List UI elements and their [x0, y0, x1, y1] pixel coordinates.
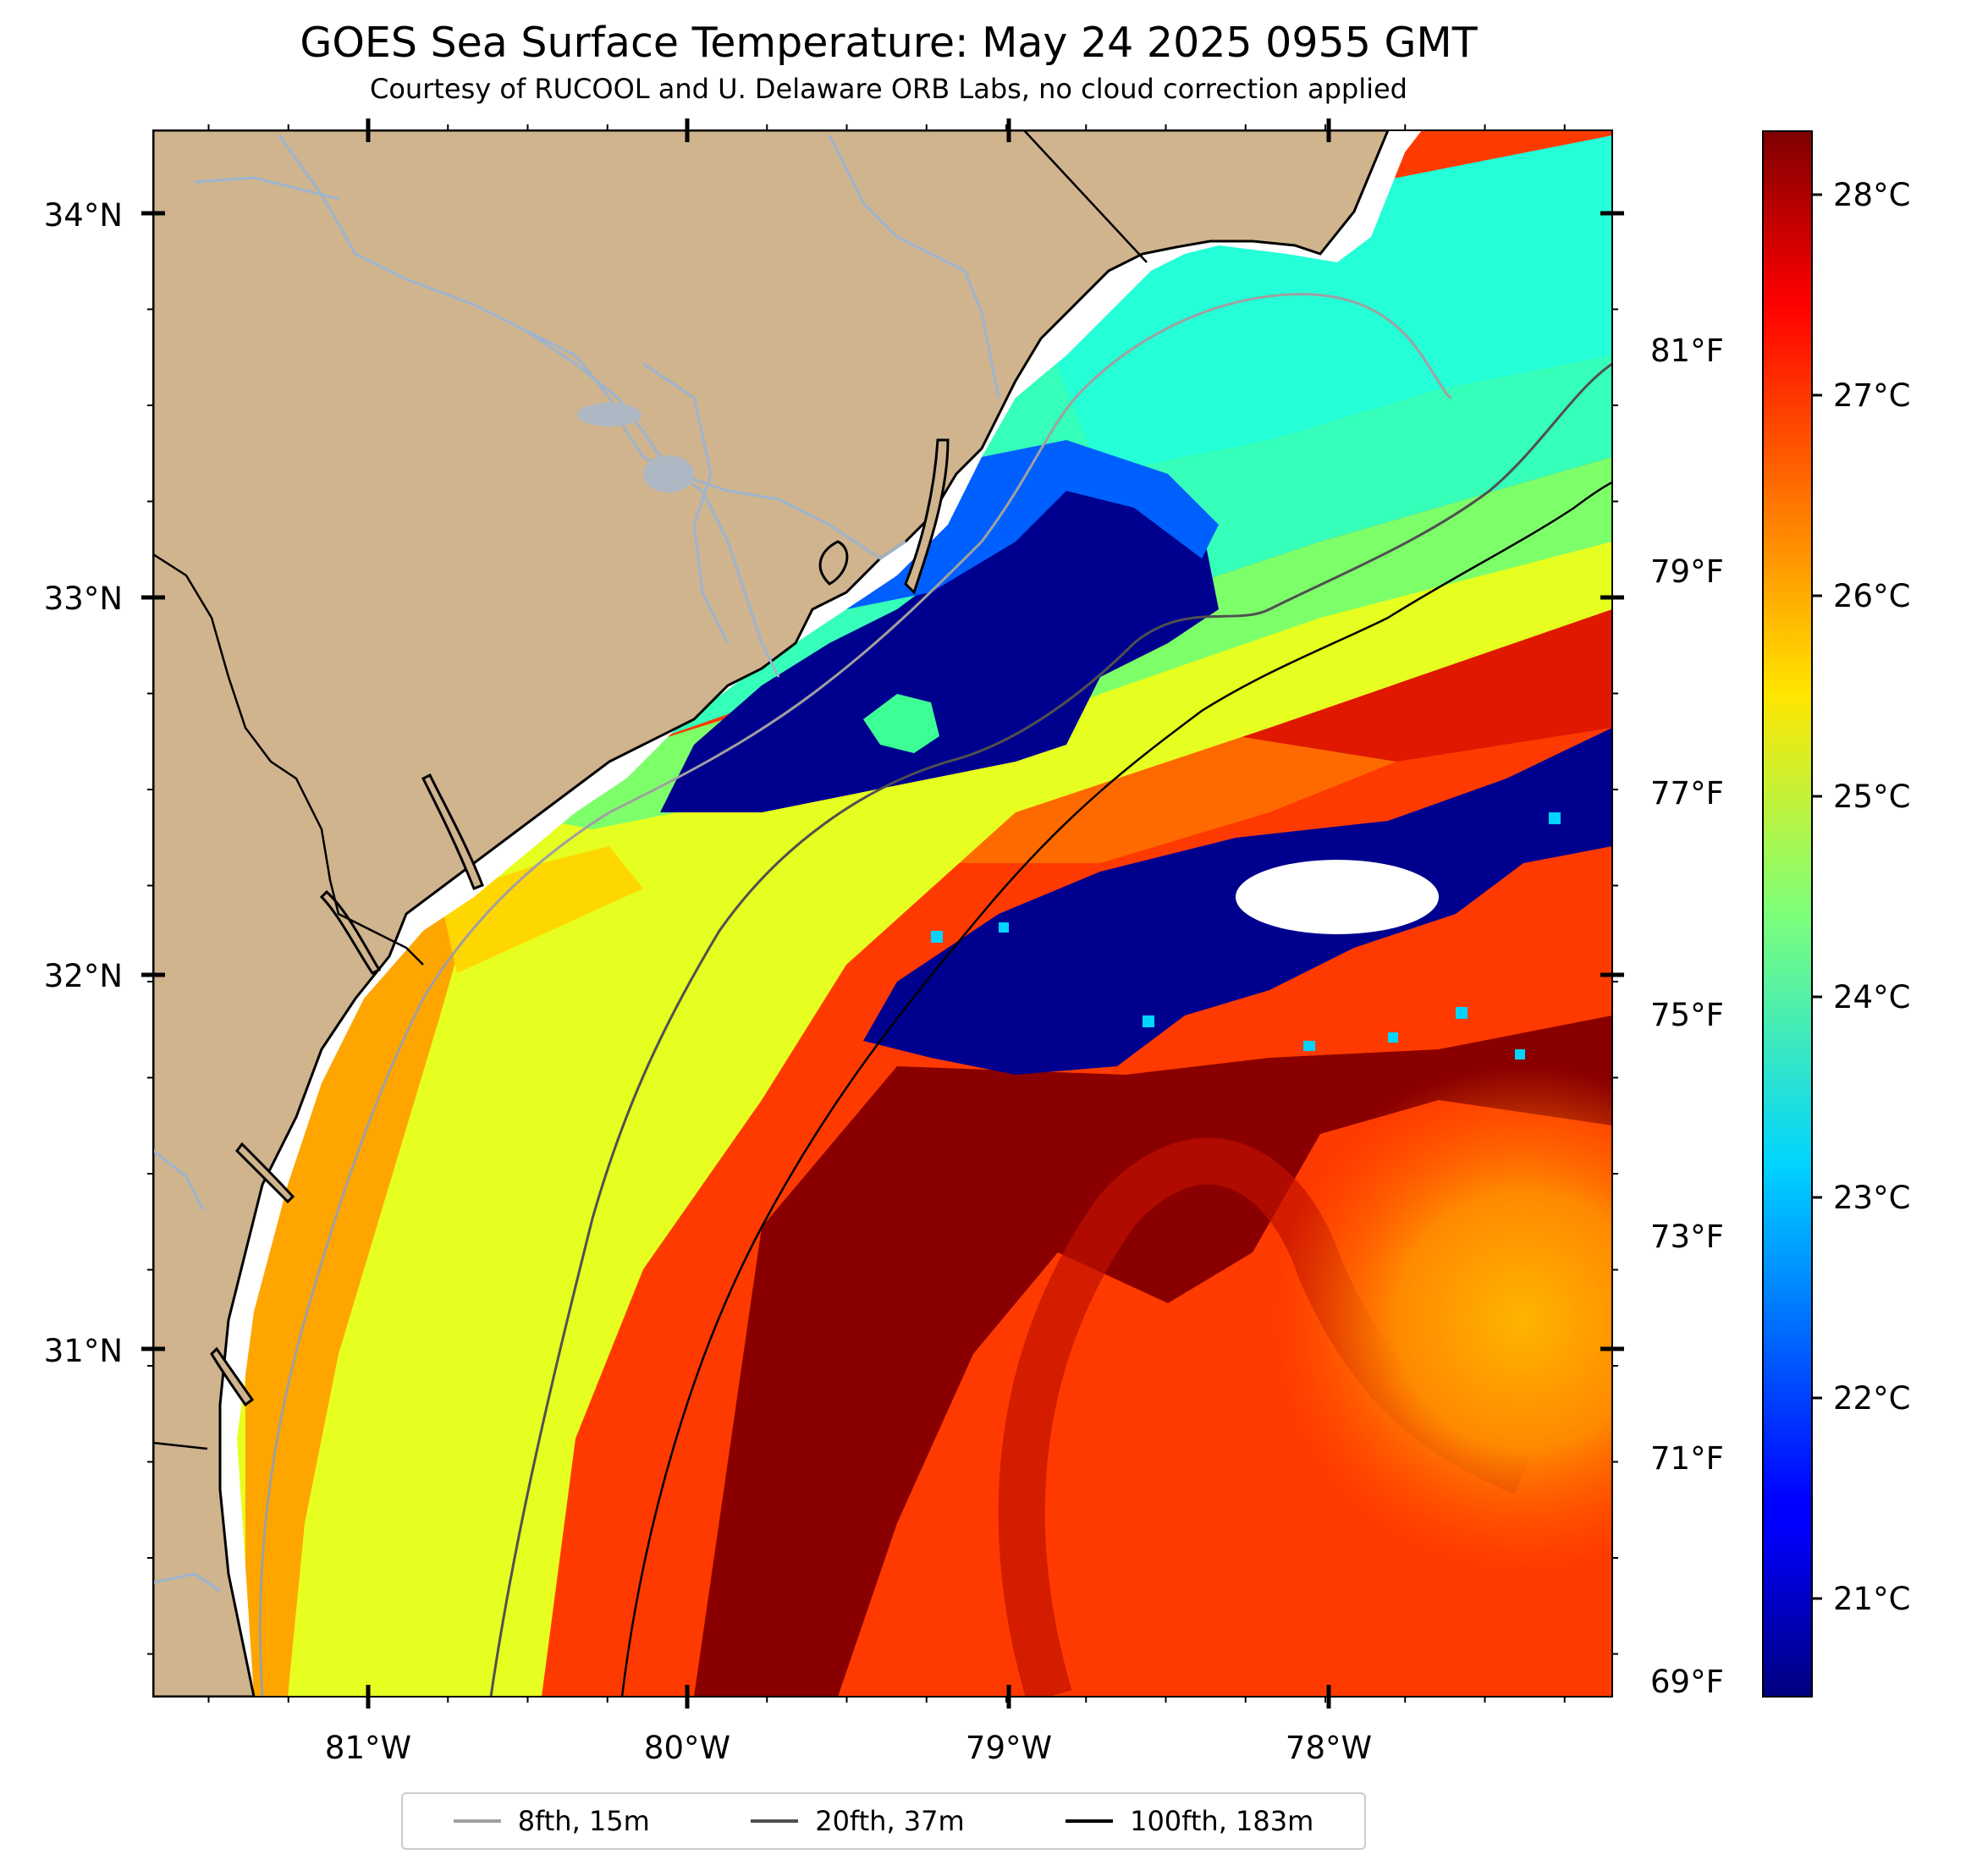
isobath-legend: 8fth, 15m 20fth, 37m 100fth, 183m	[401, 1792, 1366, 1850]
gulf-stream-core	[694, 1015, 1612, 1697]
map-plot-area	[153, 130, 1612, 1697]
chart-subtitle: Courtesy of RUCOOL and U. Delaware ORB L…	[370, 73, 1407, 105]
legend-label-8fth: 8fth, 15m	[517, 1805, 650, 1837]
lon-tick-label-81w: 81°W	[325, 1730, 411, 1766]
fahrenheit-label-73: 73°F	[1650, 1219, 1724, 1255]
upwelling-blue-fringe	[846, 440, 1219, 609]
fahrenheit-label-75: 75°F	[1650, 997, 1724, 1033]
lon-tick-label-80w: 80°W	[644, 1730, 730, 1766]
legend-item-100fth: 100fth, 183m	[1066, 1805, 1313, 1837]
celsius-label-28: 28°C	[1833, 177, 1910, 213]
legend-item-20fth: 20fth, 37m	[751, 1805, 965, 1837]
legend-item-8fth: 8fth, 15m	[453, 1805, 650, 1837]
fahrenheit-label-69: 69°F	[1650, 1664, 1724, 1700]
lat-tick-label-34n: 34°N	[44, 197, 123, 234]
legend-swatch-20fth	[751, 1819, 799, 1823]
legend-swatch-100fth	[1066, 1819, 1114, 1823]
celsius-label-27: 27°C	[1833, 377, 1910, 414]
isobath-100fth	[620, 481, 1612, 1697]
upwelling-cold-core	[660, 474, 1219, 812]
fahrenheit-label-77: 77°F	[1650, 775, 1724, 812]
fahrenheit-label-79: 79°F	[1650, 553, 1724, 590]
axis-minor-ticks	[147, 124, 1618, 1703]
lat-tick-label-32n: 32°N	[44, 958, 123, 994]
chart-title: GOES Sea Surface Temperature: May 24 202…	[300, 19, 1478, 67]
cool-shelf-aqua	[1016, 135, 1612, 474]
legend-swatch-8fth	[453, 1819, 501, 1823]
celsius-label-26: 26°C	[1833, 578, 1910, 614]
state-borders	[153, 130, 1148, 1450]
celsius-label-21: 21°C	[1833, 1581, 1910, 1617]
celsius-label-24: 24°C	[1833, 979, 1910, 1015]
isobath-20fth	[489, 362, 1612, 1697]
fahrenheit-label-81: 81°F	[1650, 333, 1724, 369]
legend-label-100fth: 100fth, 183m	[1130, 1805, 1314, 1837]
celsius-label-22: 22°C	[1833, 1380, 1910, 1417]
land	[153, 130, 1390, 1697]
colorbar	[1762, 130, 1813, 1698]
celsius-label-23: 23°C	[1833, 1180, 1910, 1216]
inner-shelf-orange	[245, 897, 474, 1697]
legend-label-20fth: 20fth, 37m	[815, 1805, 965, 1837]
upwelling-green-patch	[863, 694, 939, 753]
celsius-label-25: 25°C	[1833, 779, 1910, 815]
lake-marion	[643, 455, 694, 493]
colorbar-ticks	[1812, 193, 1822, 1600]
lon-tick-label-78w: 78°W	[1286, 1730, 1372, 1766]
lake-moultrie	[577, 403, 642, 426]
cloud-speckles	[931, 812, 1561, 1059]
lon-tick-label-79w: 79°W	[966, 1730, 1052, 1766]
isobath-8fth	[258, 293, 1452, 1697]
inner-shelf-yellow-strip	[440, 846, 643, 973]
warm-eddy	[1269, 1066, 1612, 1574]
lat-tick-label-33n: 33°N	[44, 581, 123, 617]
gulf-stream-edge	[897, 728, 1396, 863]
cloud-white-patch	[1236, 860, 1439, 934]
coastal-islands	[210, 438, 950, 1407]
map-frame	[152, 129, 1613, 1698]
fahrenheit-label-71: 71°F	[1650, 1440, 1724, 1477]
lat-tick-label-31n: 31°N	[44, 1333, 123, 1369]
